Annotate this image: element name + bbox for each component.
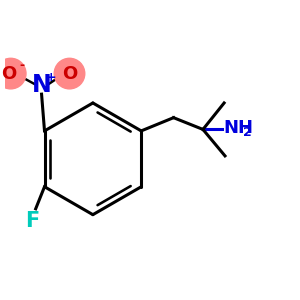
Text: O: O [62, 64, 77, 82]
Text: N: N [32, 73, 51, 97]
Circle shape [54, 58, 85, 89]
Text: F: F [26, 211, 40, 230]
Text: O: O [2, 64, 17, 82]
Text: -: - [19, 59, 24, 72]
Text: 2: 2 [243, 127, 252, 140]
Circle shape [0, 58, 26, 89]
Text: NH: NH [224, 119, 254, 137]
Text: +: + [46, 71, 56, 85]
